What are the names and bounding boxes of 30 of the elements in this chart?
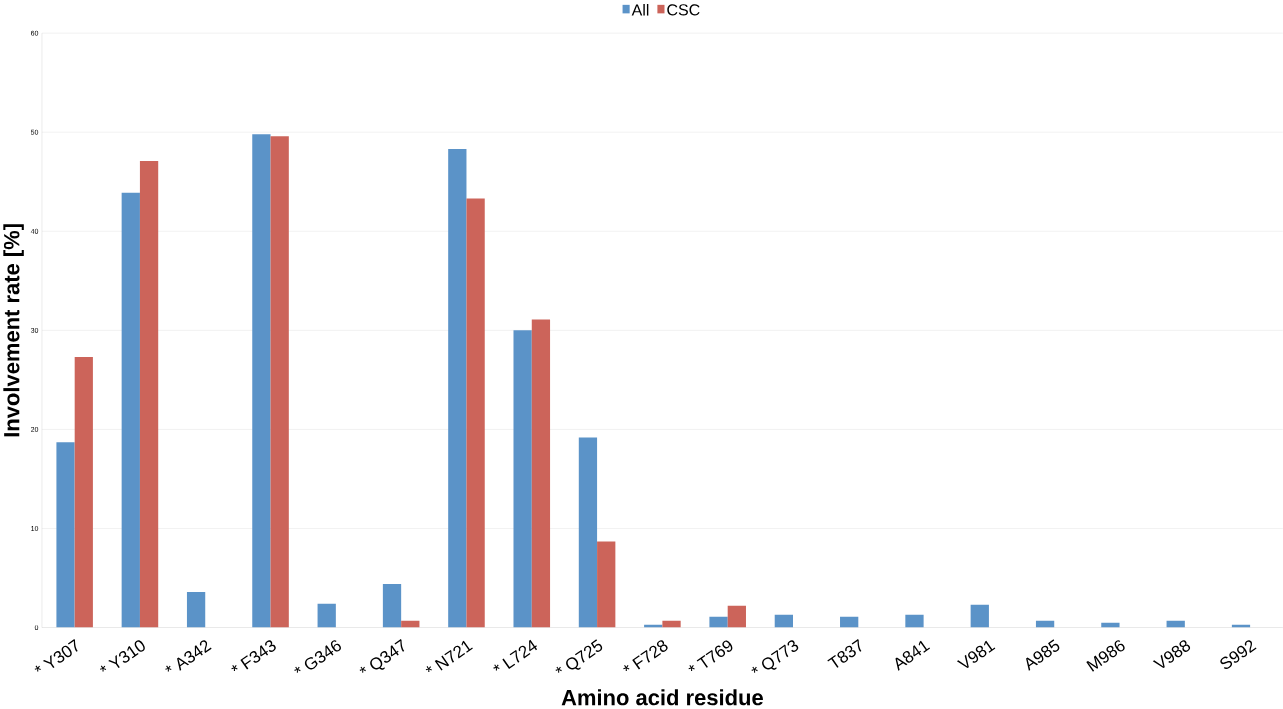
bar	[270, 136, 289, 628]
x-tick-label: V981	[956, 640, 996, 669]
bar	[139, 161, 159, 628]
bar	[448, 149, 467, 628]
bar	[382, 584, 402, 628]
legend-label: All	[631, 4, 649, 16]
bar	[186, 592, 206, 628]
bar	[709, 616, 728, 628]
bar	[578, 437, 598, 628]
legend-label: CSC	[667, 4, 700, 16]
bar	[840, 616, 859, 628]
bar	[513, 330, 532, 628]
x-tick-label: * T769	[688, 640, 733, 672]
bar	[727, 605, 746, 628]
bar	[466, 198, 485, 628]
bar	[970, 604, 989, 628]
x-axis-title: Amino acid residue	[561, 689, 763, 706]
x-tick-label: * Y310	[100, 640, 145, 672]
bar	[121, 192, 140, 628]
bar	[74, 357, 93, 628]
bar	[905, 614, 924, 628]
bar	[531, 319, 551, 628]
bar	[252, 134, 271, 628]
bar	[662, 620, 681, 628]
bar	[774, 614, 793, 628]
bar	[597, 541, 616, 628]
bar	[56, 442, 75, 628]
bar	[317, 603, 336, 628]
x-tick-label: V988	[1152, 640, 1191, 669]
y-axis-title: Involvement rate [%]	[3, 224, 24, 437]
